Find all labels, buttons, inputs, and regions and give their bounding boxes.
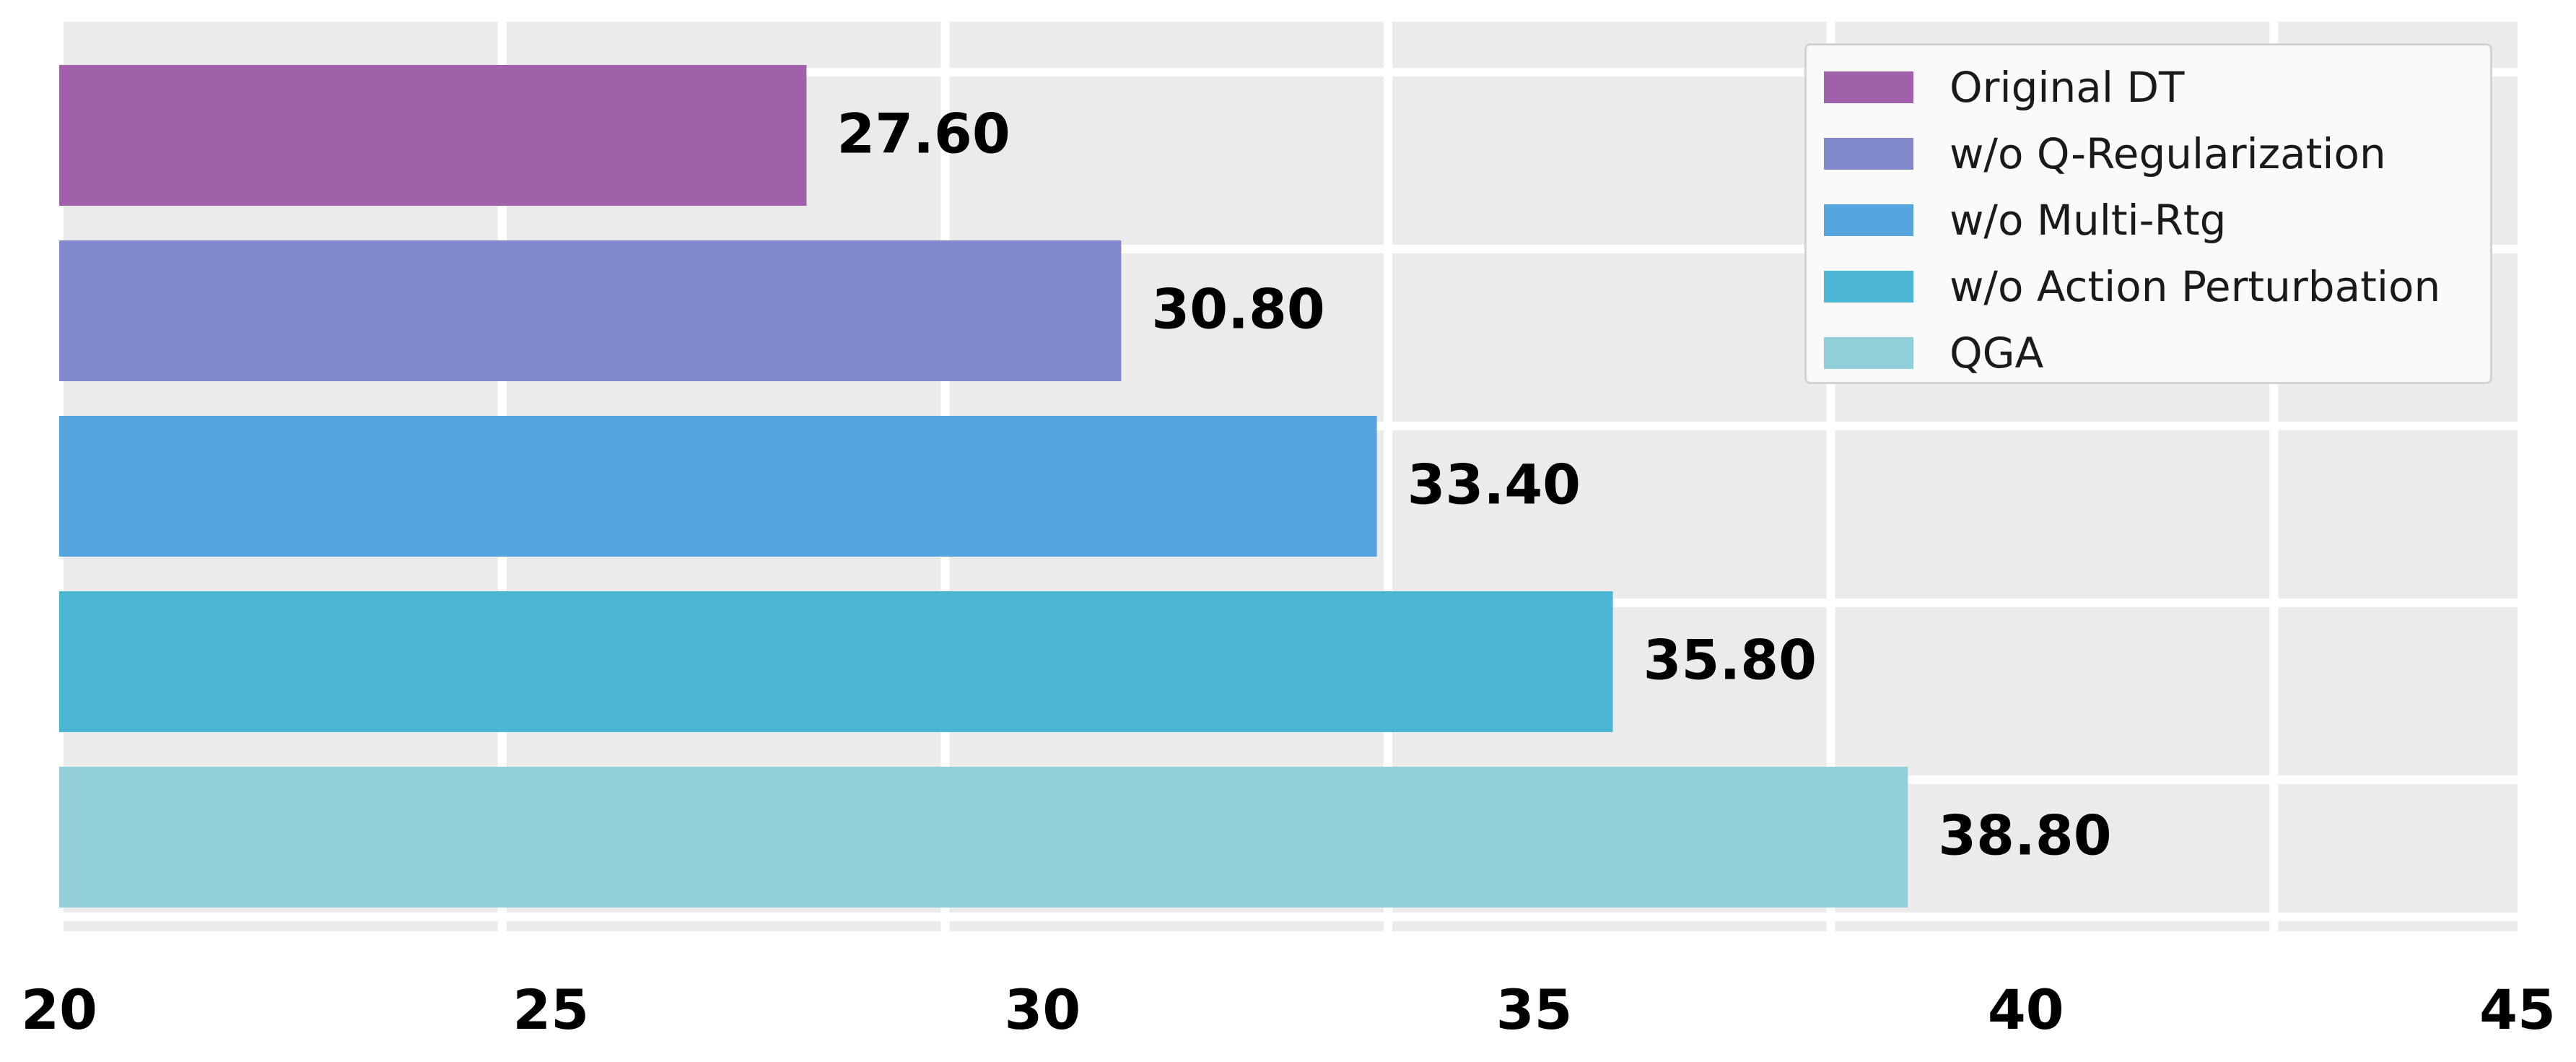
x-tick-label: 25 [512, 978, 589, 1042]
legend-label: w/o Multi-Rtg [1950, 196, 2227, 245]
bar [59, 591, 1613, 732]
x-tick-label: 20 [21, 978, 97, 1042]
legend-item-qga: QGA [1807, 320, 2490, 386]
legend-item-original-dt: Original DT [1807, 54, 2490, 121]
x-tick-label: 40 [1988, 978, 2064, 1042]
bar [59, 767, 1908, 908]
legend: Original DT w/o Q-Regularization w/o Mul… [1804, 43, 2492, 384]
legend-swatch [1824, 204, 1913, 236]
x-axis-ticks: 20 25 30 35 40 45 [21, 978, 2556, 1042]
legend-label: w/o Action Perturbation [1950, 262, 2441, 311]
x-tick-label: 45 [2479, 978, 2556, 1042]
bar-value-label: 33.40 [1407, 453, 1581, 517]
legend-label: QGA [1950, 328, 2044, 378]
value-labels: 27.60 30.80 33.40 35.80 38.80 [837, 102, 2111, 868]
bar [59, 240, 1122, 381]
bar-value-label: 35.80 [1643, 628, 1817, 692]
x-tick-label: 35 [1496, 978, 1573, 1042]
bar-value-label: 30.80 [1151, 277, 1324, 341]
bar [59, 65, 807, 206]
legend-label: Original DT [1950, 63, 2185, 112]
x-tick-label: 30 [1005, 978, 1081, 1042]
legend-item-wo-action-perturbation: w/o Action Perturbation [1807, 253, 2490, 320]
legend-label: w/o Q-Regularization [1950, 129, 2386, 178]
bar [59, 416, 1377, 557]
legend-swatch [1824, 337, 1913, 369]
legend-swatch [1824, 271, 1913, 303]
legend-item-wo-q-regularization: w/o Q-Regularization [1807, 121, 2490, 187]
legend-item-wo-multi-rtg: w/o Multi-Rtg [1807, 187, 2490, 253]
legend-swatch [1824, 138, 1913, 170]
bar-value-label: 27.60 [837, 102, 1010, 166]
legend-swatch [1824, 71, 1913, 103]
bars [59, 65, 1908, 908]
bar-value-label: 38.80 [1938, 804, 2111, 868]
